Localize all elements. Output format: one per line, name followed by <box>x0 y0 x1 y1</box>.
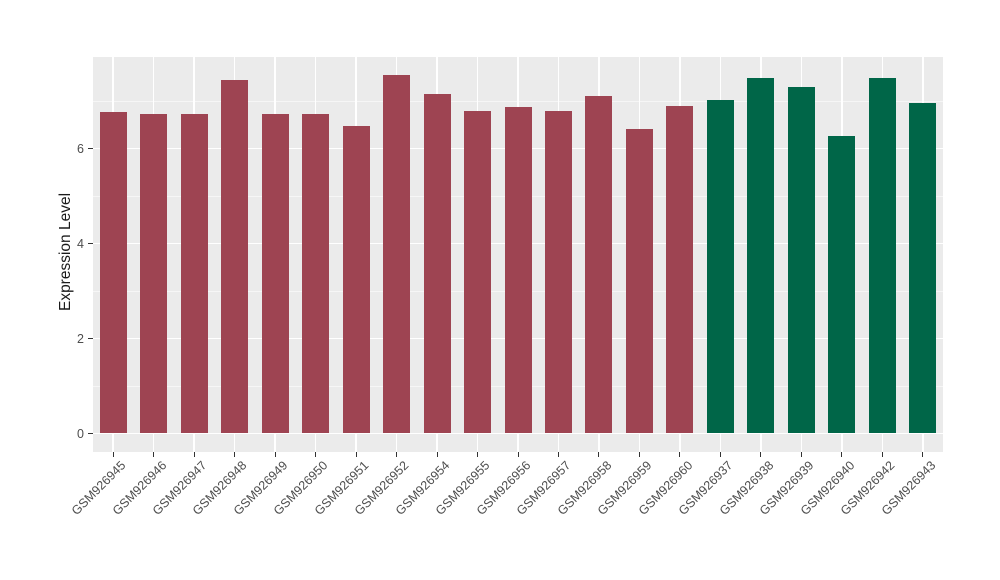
x-tick <box>234 452 236 457</box>
bar-GSM926946 <box>140 113 168 433</box>
x-tick <box>112 452 114 457</box>
y-tick <box>88 243 93 244</box>
x-tick <box>396 452 398 457</box>
bar-GSM926942 <box>868 78 896 433</box>
y-tick <box>88 433 93 434</box>
bar-GSM926939 <box>787 87 815 433</box>
x-tick <box>477 452 479 457</box>
x-tick <box>638 452 640 457</box>
bar-GSM926940 <box>828 136 856 433</box>
x-tick <box>719 452 721 457</box>
y-axis-title: Expression Level <box>57 192 74 312</box>
bar-GSM926951 <box>342 125 370 433</box>
y-tick <box>88 148 93 149</box>
bar-GSM926955 <box>464 111 492 433</box>
bar-GSM926938 <box>747 78 775 433</box>
x-tick <box>517 452 519 457</box>
y-tick-label: 6 <box>77 141 84 156</box>
x-tick <box>436 452 438 457</box>
x-tick <box>153 452 155 457</box>
bar-GSM926958 <box>585 95 613 433</box>
bar-GSM926954 <box>423 93 451 433</box>
bar-GSM926943 <box>909 102 937 433</box>
bar-GSM926937 <box>706 100 734 433</box>
bar-GSM926950 <box>302 113 330 433</box>
y-tick-label: 0 <box>77 426 84 441</box>
plot-panel <box>93 57 943 452</box>
x-tick <box>557 452 559 457</box>
x-tick <box>355 452 357 457</box>
x-tick <box>881 452 883 457</box>
x-tick <box>274 452 276 457</box>
x-tick <box>922 452 924 457</box>
bar-GSM926956 <box>504 107 532 433</box>
bar-GSM926960 <box>666 105 694 433</box>
bar-GSM926959 <box>625 129 653 433</box>
y-tick <box>88 338 93 339</box>
x-tick <box>760 452 762 457</box>
x-tick <box>193 452 195 457</box>
y-tick-label: 2 <box>77 331 84 346</box>
x-tick <box>841 452 843 457</box>
bar-GSM926952 <box>383 74 411 433</box>
bar-GSM926957 <box>544 111 572 433</box>
x-tick <box>800 452 802 457</box>
bar-GSM926945 <box>99 112 127 433</box>
bar-GSM926948 <box>221 80 249 433</box>
bar-GSM926947 <box>180 113 208 433</box>
y-tick-label: 4 <box>77 236 84 251</box>
bar-GSM926949 <box>261 113 289 433</box>
x-tick <box>679 452 681 457</box>
x-tick <box>598 452 600 457</box>
x-tick <box>315 452 317 457</box>
